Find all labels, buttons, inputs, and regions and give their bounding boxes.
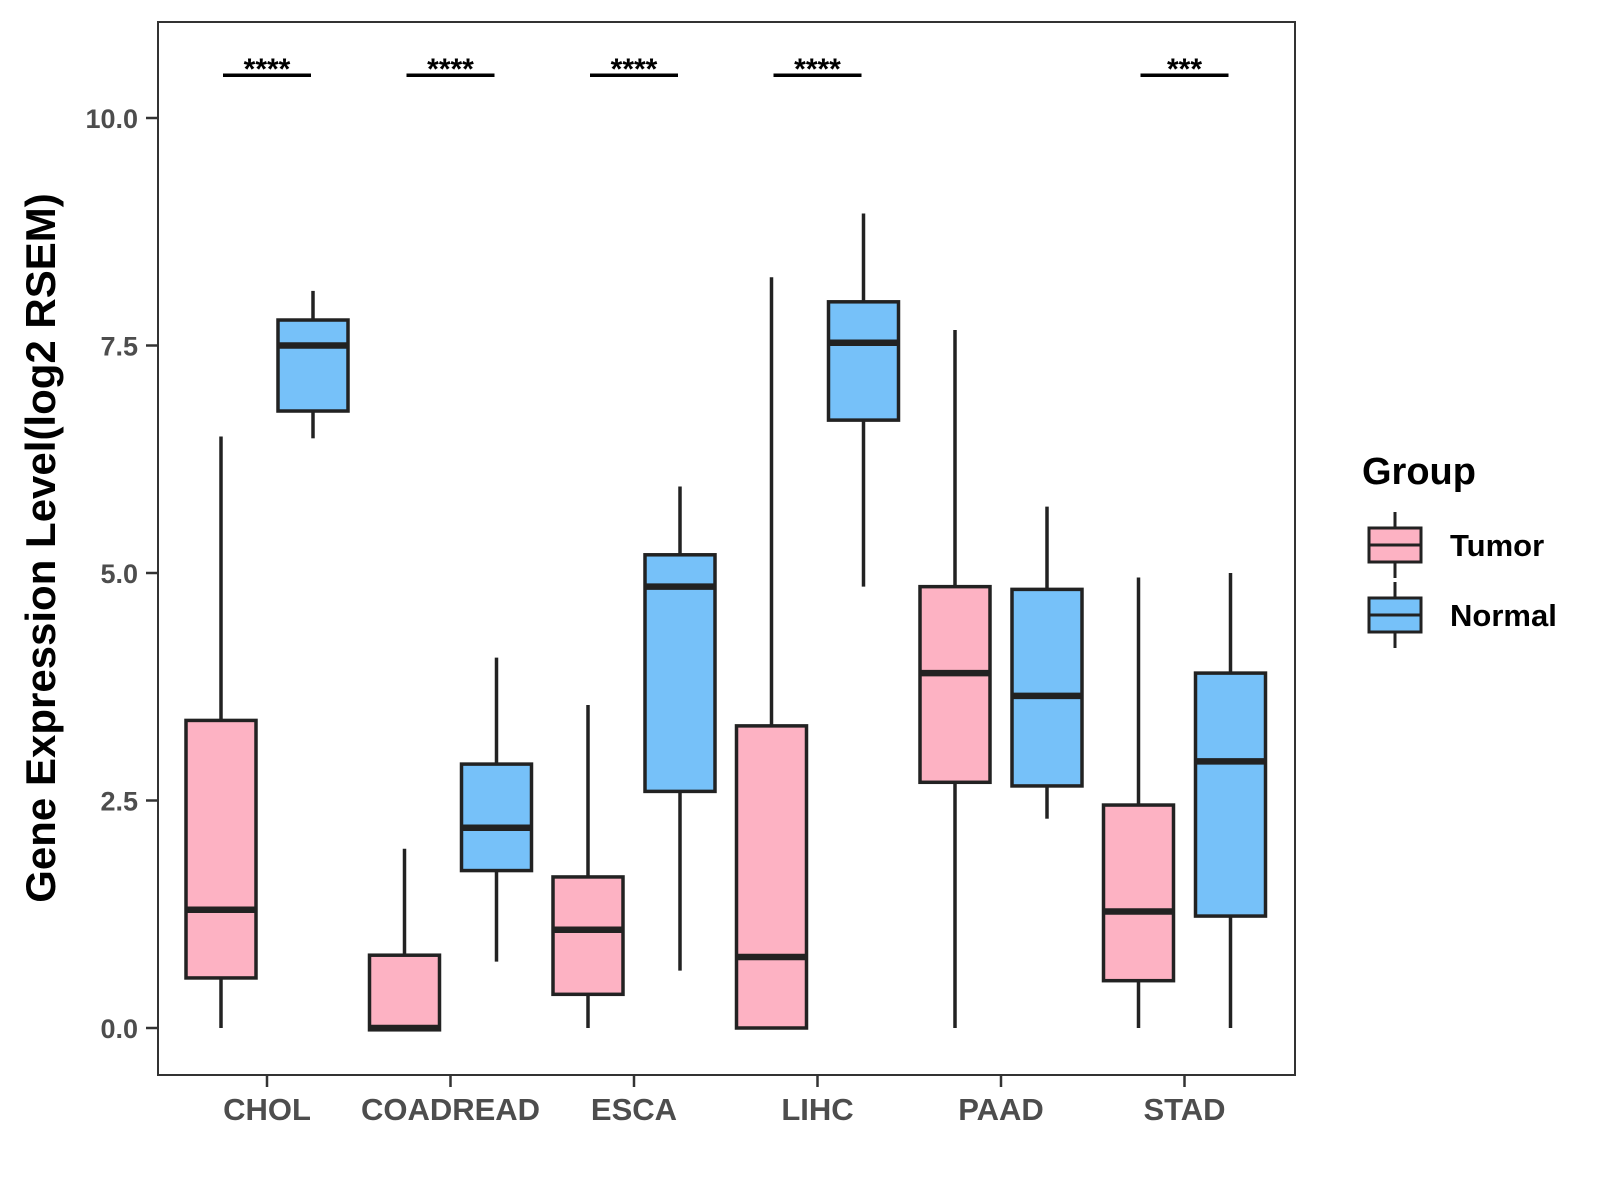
significance-lihc: **** bbox=[773, 53, 862, 86]
box-iqr bbox=[1101, 803, 1176, 983]
box-iqr bbox=[1193, 671, 1268, 918]
significance-esca: **** bbox=[590, 53, 678, 86]
box-iqr bbox=[826, 300, 901, 422]
box-iqr bbox=[551, 875, 625, 997]
box-iqr bbox=[734, 724, 809, 1030]
y-tick-label: 7.5 bbox=[100, 332, 138, 362]
significance-label: **** bbox=[427, 53, 474, 86]
box-normal-stad bbox=[1193, 573, 1268, 1028]
box-iqr bbox=[1010, 587, 1084, 788]
legend-item-normal: Normal bbox=[1367, 582, 1557, 648]
box-normal-paad bbox=[1010, 506, 1084, 819]
box-normal-chol bbox=[276, 290, 350, 439]
x-tick-label-paad: PAAD bbox=[958, 1092, 1044, 1127]
legend-item-tumor: Tumor bbox=[1367, 512, 1544, 578]
box-normal-esca bbox=[643, 486, 717, 971]
y-tick-label: 2.5 bbox=[100, 787, 138, 817]
legend-label-normal: Normal bbox=[1450, 598, 1557, 633]
significance-label: *** bbox=[1167, 53, 1202, 86]
box-iqr bbox=[184, 718, 258, 980]
y-tick-label: 5.0 bbox=[100, 559, 138, 589]
box-tumor-chol bbox=[184, 436, 258, 1028]
legend-title: Group bbox=[1362, 451, 1476, 493]
significance-label: **** bbox=[244, 53, 291, 86]
box-tumor-coadread bbox=[367, 848, 442, 1032]
box-normal-lihc bbox=[826, 213, 901, 587]
box-iqr bbox=[459, 762, 534, 873]
significance-chol: **** bbox=[223, 53, 311, 86]
y-axis-label: Gene Expression Level(log2 RSEM) bbox=[17, 193, 64, 903]
legend: Group Tumor Normal bbox=[1362, 451, 1557, 648]
x-tick-label-esca: ESCA bbox=[591, 1092, 677, 1127]
y-tick-label: 10.0 bbox=[85, 104, 138, 134]
box-tumor-lihc bbox=[734, 277, 809, 1030]
box-iqr bbox=[276, 318, 350, 413]
box-iqr bbox=[643, 553, 717, 794]
box-iqr bbox=[367, 953, 442, 1032]
significance-label: **** bbox=[611, 53, 658, 86]
box-tumor-esca bbox=[551, 704, 625, 1028]
x-tick-label-stad: STAD bbox=[1143, 1092, 1225, 1127]
box-normal-coadread bbox=[459, 657, 534, 962]
significance-coadread: **** bbox=[406, 53, 495, 86]
box-tumor-stad bbox=[1101, 577, 1176, 1028]
legend-label-tumor: Tumor bbox=[1450, 528, 1544, 563]
x-tick-label-coadread: COADREAD bbox=[361, 1092, 540, 1127]
box-iqr bbox=[918, 584, 992, 785]
x-tick-label-chol: CHOL bbox=[223, 1092, 311, 1127]
box-tumor-paad bbox=[918, 330, 992, 1028]
significance-label: **** bbox=[794, 53, 841, 86]
y-tick-label: 0.0 bbox=[100, 1014, 138, 1044]
significance-stad: *** bbox=[1140, 53, 1229, 86]
x-tick-label-lihc: LIHC bbox=[781, 1092, 853, 1127]
